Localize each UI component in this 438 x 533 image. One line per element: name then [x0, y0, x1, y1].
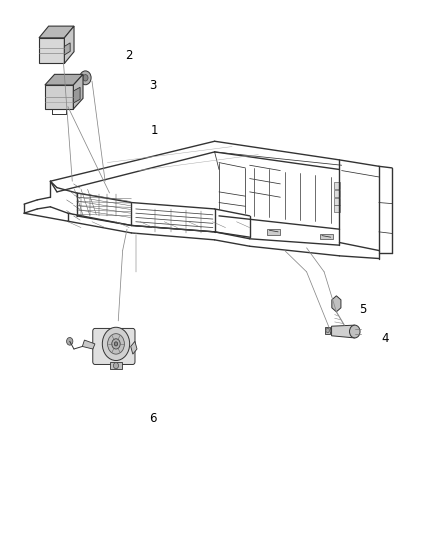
- Circle shape: [350, 325, 360, 338]
- Text: 5: 5: [359, 303, 367, 316]
- Circle shape: [326, 328, 329, 333]
- Polygon shape: [325, 327, 330, 334]
- Polygon shape: [39, 26, 74, 38]
- Polygon shape: [131, 341, 137, 354]
- FancyBboxPatch shape: [334, 182, 340, 189]
- Text: 3: 3: [149, 79, 156, 92]
- Polygon shape: [64, 26, 74, 63]
- Text: 6: 6: [149, 412, 156, 425]
- Polygon shape: [45, 75, 83, 85]
- FancyBboxPatch shape: [267, 229, 280, 235]
- Polygon shape: [110, 362, 122, 369]
- FancyBboxPatch shape: [334, 190, 340, 197]
- Text: 2: 2: [125, 50, 132, 62]
- Circle shape: [108, 334, 124, 354]
- Circle shape: [112, 339, 120, 349]
- FancyBboxPatch shape: [320, 234, 333, 239]
- Circle shape: [113, 362, 119, 369]
- Circle shape: [83, 75, 88, 81]
- Polygon shape: [82, 340, 95, 349]
- FancyBboxPatch shape: [334, 198, 340, 205]
- Text: 4: 4: [381, 332, 389, 345]
- Circle shape: [67, 337, 73, 345]
- Polygon shape: [64, 43, 70, 55]
- FancyBboxPatch shape: [334, 205, 340, 212]
- Polygon shape: [45, 85, 74, 109]
- Polygon shape: [332, 325, 355, 338]
- Polygon shape: [74, 75, 83, 109]
- FancyBboxPatch shape: [93, 328, 135, 365]
- Polygon shape: [39, 38, 64, 63]
- Circle shape: [114, 342, 118, 346]
- Polygon shape: [74, 87, 80, 103]
- Circle shape: [102, 327, 130, 360]
- Polygon shape: [332, 296, 341, 312]
- Text: 1: 1: [151, 124, 159, 137]
- Circle shape: [80, 71, 91, 85]
